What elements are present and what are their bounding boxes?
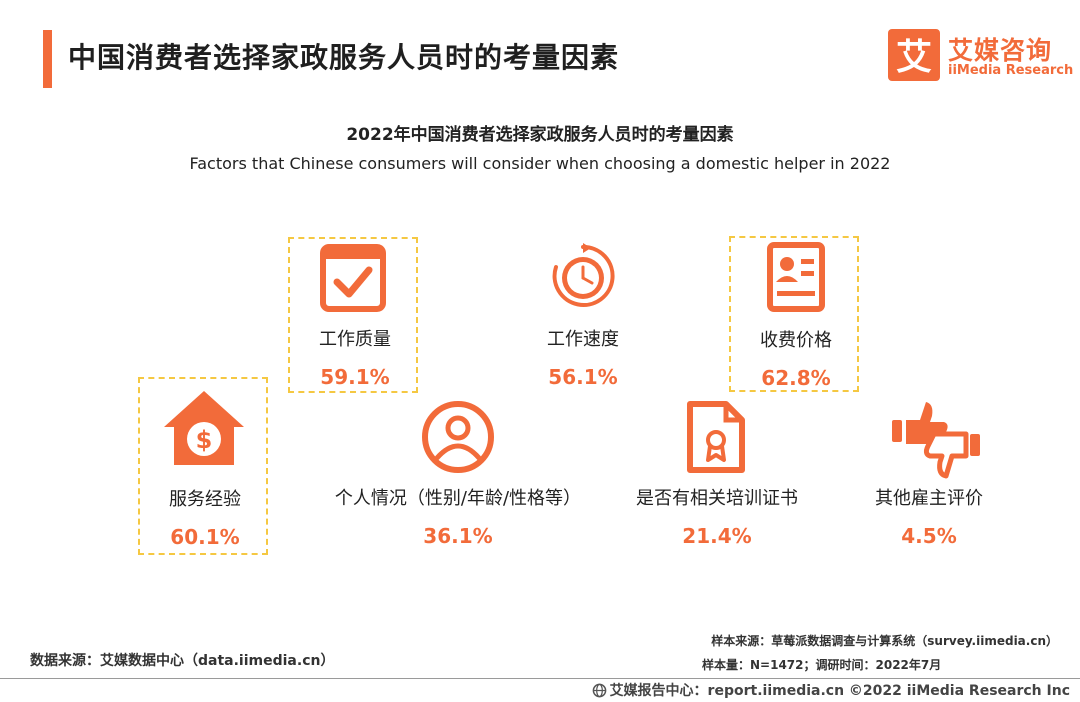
factor-label: 收费价格	[760, 330, 832, 351]
data-source: 数据来源：艾媒数据中心（data.iimedia.cn）	[30, 653, 335, 669]
factor-employer-reviews: 其他雇主评价 4.5%	[864, 398, 994, 554]
person-icon	[422, 401, 494, 473]
factor-value: 59.1%	[320, 365, 390, 389]
price-card-icon	[767, 242, 825, 312]
copyright-text: 艾媒报告中心：report.iimedia.cn ©2022 iiMedia R…	[609, 683, 1070, 699]
clock-icon	[552, 243, 615, 307]
thumbs-up-down-icon	[892, 402, 980, 479]
svg-text:艾: 艾	[896, 37, 932, 78]
factor-service-experience: $ 服务经验 60.1%	[138, 377, 268, 555]
factor-value: 60.1%	[170, 525, 240, 549]
factor-value: 4.5%	[901, 524, 957, 548]
chart-subtitle: Factors that Chinese consumers will cons…	[189, 154, 891, 173]
factor-value: 36.1%	[423, 524, 493, 548]
factor-value: 56.1%	[548, 365, 618, 389]
factor-label: 工作质量	[319, 329, 391, 350]
house-dollar-icon: $	[164, 391, 244, 465]
footer-copyright: 艾媒报告中心：report.iimedia.cn ©2022 iiMedia R…	[592, 680, 1070, 700]
chart-title: 2022年中国消费者选择家政服务人员时的考量因素	[346, 125, 734, 145]
factor-label: 工作速度	[547, 329, 619, 350]
page-title: 中国消费者选择家政服务人员时的考量因素	[68, 41, 620, 74]
title-accent-bar	[43, 30, 52, 88]
sample-source: 样本来源：草莓派数据调查与计算系统（survey.iimedia.cn）	[711, 634, 1058, 648]
factor-personal-info: 个人情况（性别/年龄/性格等） 36.1%	[335, 398, 581, 554]
factor-training-certificate: 是否有相关培训证书 21.4%	[636, 398, 798, 554]
svg-text:$: $	[196, 426, 213, 454]
iimedia-logo: 艾 艾媒咨询 iiMedia Research	[888, 29, 1073, 83]
logo-name-en: iiMedia Research	[948, 63, 1074, 78]
factor-value: 62.8%	[761, 366, 831, 390]
factor-value: 21.4%	[682, 524, 752, 548]
sample-size: 样本量：N=1472；调研时间：2022年7月	[702, 658, 942, 672]
factor-label: 其他雇主评价	[875, 488, 983, 509]
globe-icon	[592, 683, 606, 698]
factor-work-speed: 工作速度 56.1%	[518, 239, 648, 395]
logo-mark-icon: 艾	[888, 29, 940, 81]
logo-name-cn: 艾媒咨询	[948, 36, 1053, 65]
factor-work-quality: 工作质量 59.1%	[288, 237, 418, 393]
footer-divider	[0, 678, 1080, 679]
factor-label: 个人情况（性别/年龄/性格等）	[334, 488, 582, 509]
factor-label: 是否有相关培训证书	[636, 488, 798, 509]
checkbox-icon	[320, 244, 386, 312]
factor-label: 服务经验	[169, 489, 241, 510]
factor-price: 收费价格 62.8%	[729, 236, 859, 392]
certificate-icon	[687, 401, 745, 473]
